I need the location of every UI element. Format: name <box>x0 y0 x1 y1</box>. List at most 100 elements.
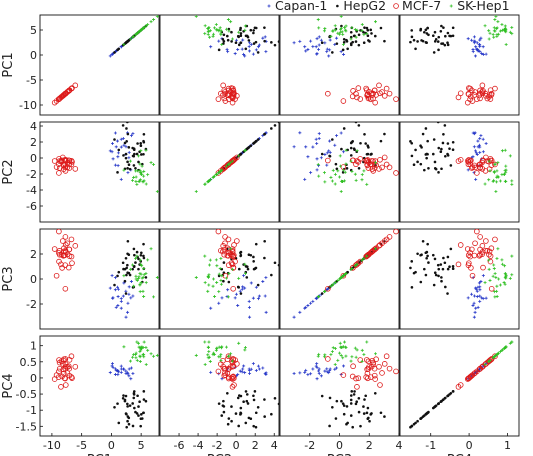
data-point-mcf-7 <box>386 90 393 97</box>
data-point-sk-hep1 <box>343 340 347 344</box>
data-point-sk-hep1 <box>354 355 358 359</box>
data-point-mcf-7 <box>221 251 228 258</box>
data-point-capan-1 <box>476 139 480 143</box>
data-point-mcf-7 <box>56 368 62 375</box>
legend-entry-sk-hep1: SK-Hep1 <box>457 0 509 13</box>
data-point-sk-hep1 <box>495 352 499 356</box>
data-point-mcf-7 <box>51 246 58 252</box>
data-point-capan-1 <box>478 137 482 140</box>
data-point-sk-hep1 <box>338 351 342 355</box>
data-point-mcf-7 <box>366 364 372 370</box>
data-point-hepg2 <box>410 260 414 263</box>
data-point-hepg2 <box>139 253 143 257</box>
data-point-hepg2 <box>446 142 450 145</box>
data-point-hepg2 <box>123 279 127 283</box>
data-point-hepg2 <box>142 132 146 136</box>
data-point-hepg2 <box>142 152 145 156</box>
data-point-sk-hep1 <box>339 190 343 194</box>
data-point-mcf-7 <box>325 157 331 164</box>
data-point-capan-1 <box>257 294 261 298</box>
data-point-hepg2 <box>379 139 383 143</box>
points-layer <box>292 340 399 429</box>
data-point-capan-1 <box>217 39 221 43</box>
data-point-mcf-7 <box>340 98 347 104</box>
data-point-sk-hep1 <box>344 354 348 358</box>
data-point-mcf-7 <box>51 158 58 164</box>
data-point-sk-hep1 <box>243 148 247 152</box>
data-point-hepg2 <box>132 247 136 251</box>
data-point-hepg2 <box>369 28 373 32</box>
data-point-mcf-7 <box>61 92 67 98</box>
data-point-sk-hep1 <box>353 172 357 176</box>
data-point-hepg2 <box>113 51 116 54</box>
data-point-sk-hep1 <box>339 345 343 349</box>
x-axis-label-pc1: PC1 <box>87 453 112 456</box>
data-point-hepg2 <box>425 256 428 260</box>
points-layer <box>194 229 279 319</box>
data-point-hepg2 <box>446 255 450 259</box>
data-point-capan-1 <box>119 306 123 310</box>
data-point-hepg2 <box>419 162 423 166</box>
data-point-sk-hep1 <box>144 346 148 350</box>
data-point-sk-hep1 <box>243 24 247 28</box>
data-point-hepg2 <box>439 400 443 404</box>
data-point-capan-1 <box>263 371 267 375</box>
data-point-mcf-7 <box>72 243 79 249</box>
data-point-hepg2 <box>140 413 143 416</box>
data-point-hepg2 <box>234 412 238 415</box>
data-point-hepg2 <box>341 402 345 405</box>
data-point-sk-hep1 <box>208 35 212 39</box>
data-point-sk-hep1 <box>365 182 369 186</box>
data-point-hepg2 <box>421 132 425 136</box>
data-point-hepg2 <box>239 34 243 38</box>
data-point-hepg2 <box>253 390 257 393</box>
x-tick-label: 2 <box>366 439 373 452</box>
data-point-hepg2 <box>425 250 429 254</box>
data-point-hepg2 <box>359 424 362 428</box>
data-point-mcf-7 <box>61 356 67 363</box>
data-point-mcf-7 <box>68 236 75 243</box>
data-point-hepg2 <box>409 40 412 44</box>
data-point-sk-hep1 <box>488 31 492 35</box>
data-point-sk-hep1 <box>336 358 340 362</box>
data-point-hepg2 <box>436 40 440 43</box>
data-point-mcf-7 <box>224 162 231 169</box>
data-point-mcf-7 <box>215 229 222 235</box>
data-point-sk-hep1 <box>495 26 499 30</box>
data-point-mcf-7 <box>477 234 483 240</box>
data-point-hepg2 <box>227 27 231 31</box>
data-point-hepg2 <box>131 402 134 405</box>
data-point-capan-1 <box>319 374 323 378</box>
data-point-capan-1 <box>315 362 319 366</box>
data-point-mcf-7 <box>56 365 63 372</box>
data-point-hepg2 <box>222 279 225 283</box>
data-point-hepg2 <box>217 274 221 278</box>
data-point-sk-hep1 <box>122 42 126 46</box>
data-point-hepg2 <box>364 142 367 145</box>
points-layer <box>194 15 279 106</box>
data-point-hepg2 <box>370 32 373 35</box>
data-point-hepg2 <box>134 410 137 414</box>
data-point-mcf-7 <box>59 238 66 244</box>
x-axis-label-pc2: PC2 <box>207 453 232 456</box>
data-point-sk-hep1 <box>138 258 142 262</box>
data-point-capan-1 <box>481 274 485 278</box>
data-point-sk-hep1 <box>493 29 497 33</box>
data-point-sk-hep1 <box>134 356 138 360</box>
data-point-hepg2 <box>132 390 136 393</box>
y-tick-label: -1.5 <box>16 420 37 433</box>
data-point-capan-1 <box>484 296 488 300</box>
x-tick-label: 0 <box>466 439 473 452</box>
data-point-hepg2 <box>263 26 266 29</box>
data-point-mcf-7 <box>222 370 228 376</box>
data-point-capan-1 <box>477 281 481 285</box>
points-layer <box>51 340 159 429</box>
data-point-capan-1 <box>129 279 133 283</box>
data-point-hepg2 <box>442 132 445 136</box>
data-point-capan-1 <box>333 367 337 371</box>
data-point-hepg2 <box>433 257 437 261</box>
data-point-mcf-7 <box>386 365 393 372</box>
data-point-hepg2 <box>342 404 346 407</box>
data-point-hepg2 <box>352 393 356 396</box>
data-point-mcf-7 <box>354 261 360 268</box>
